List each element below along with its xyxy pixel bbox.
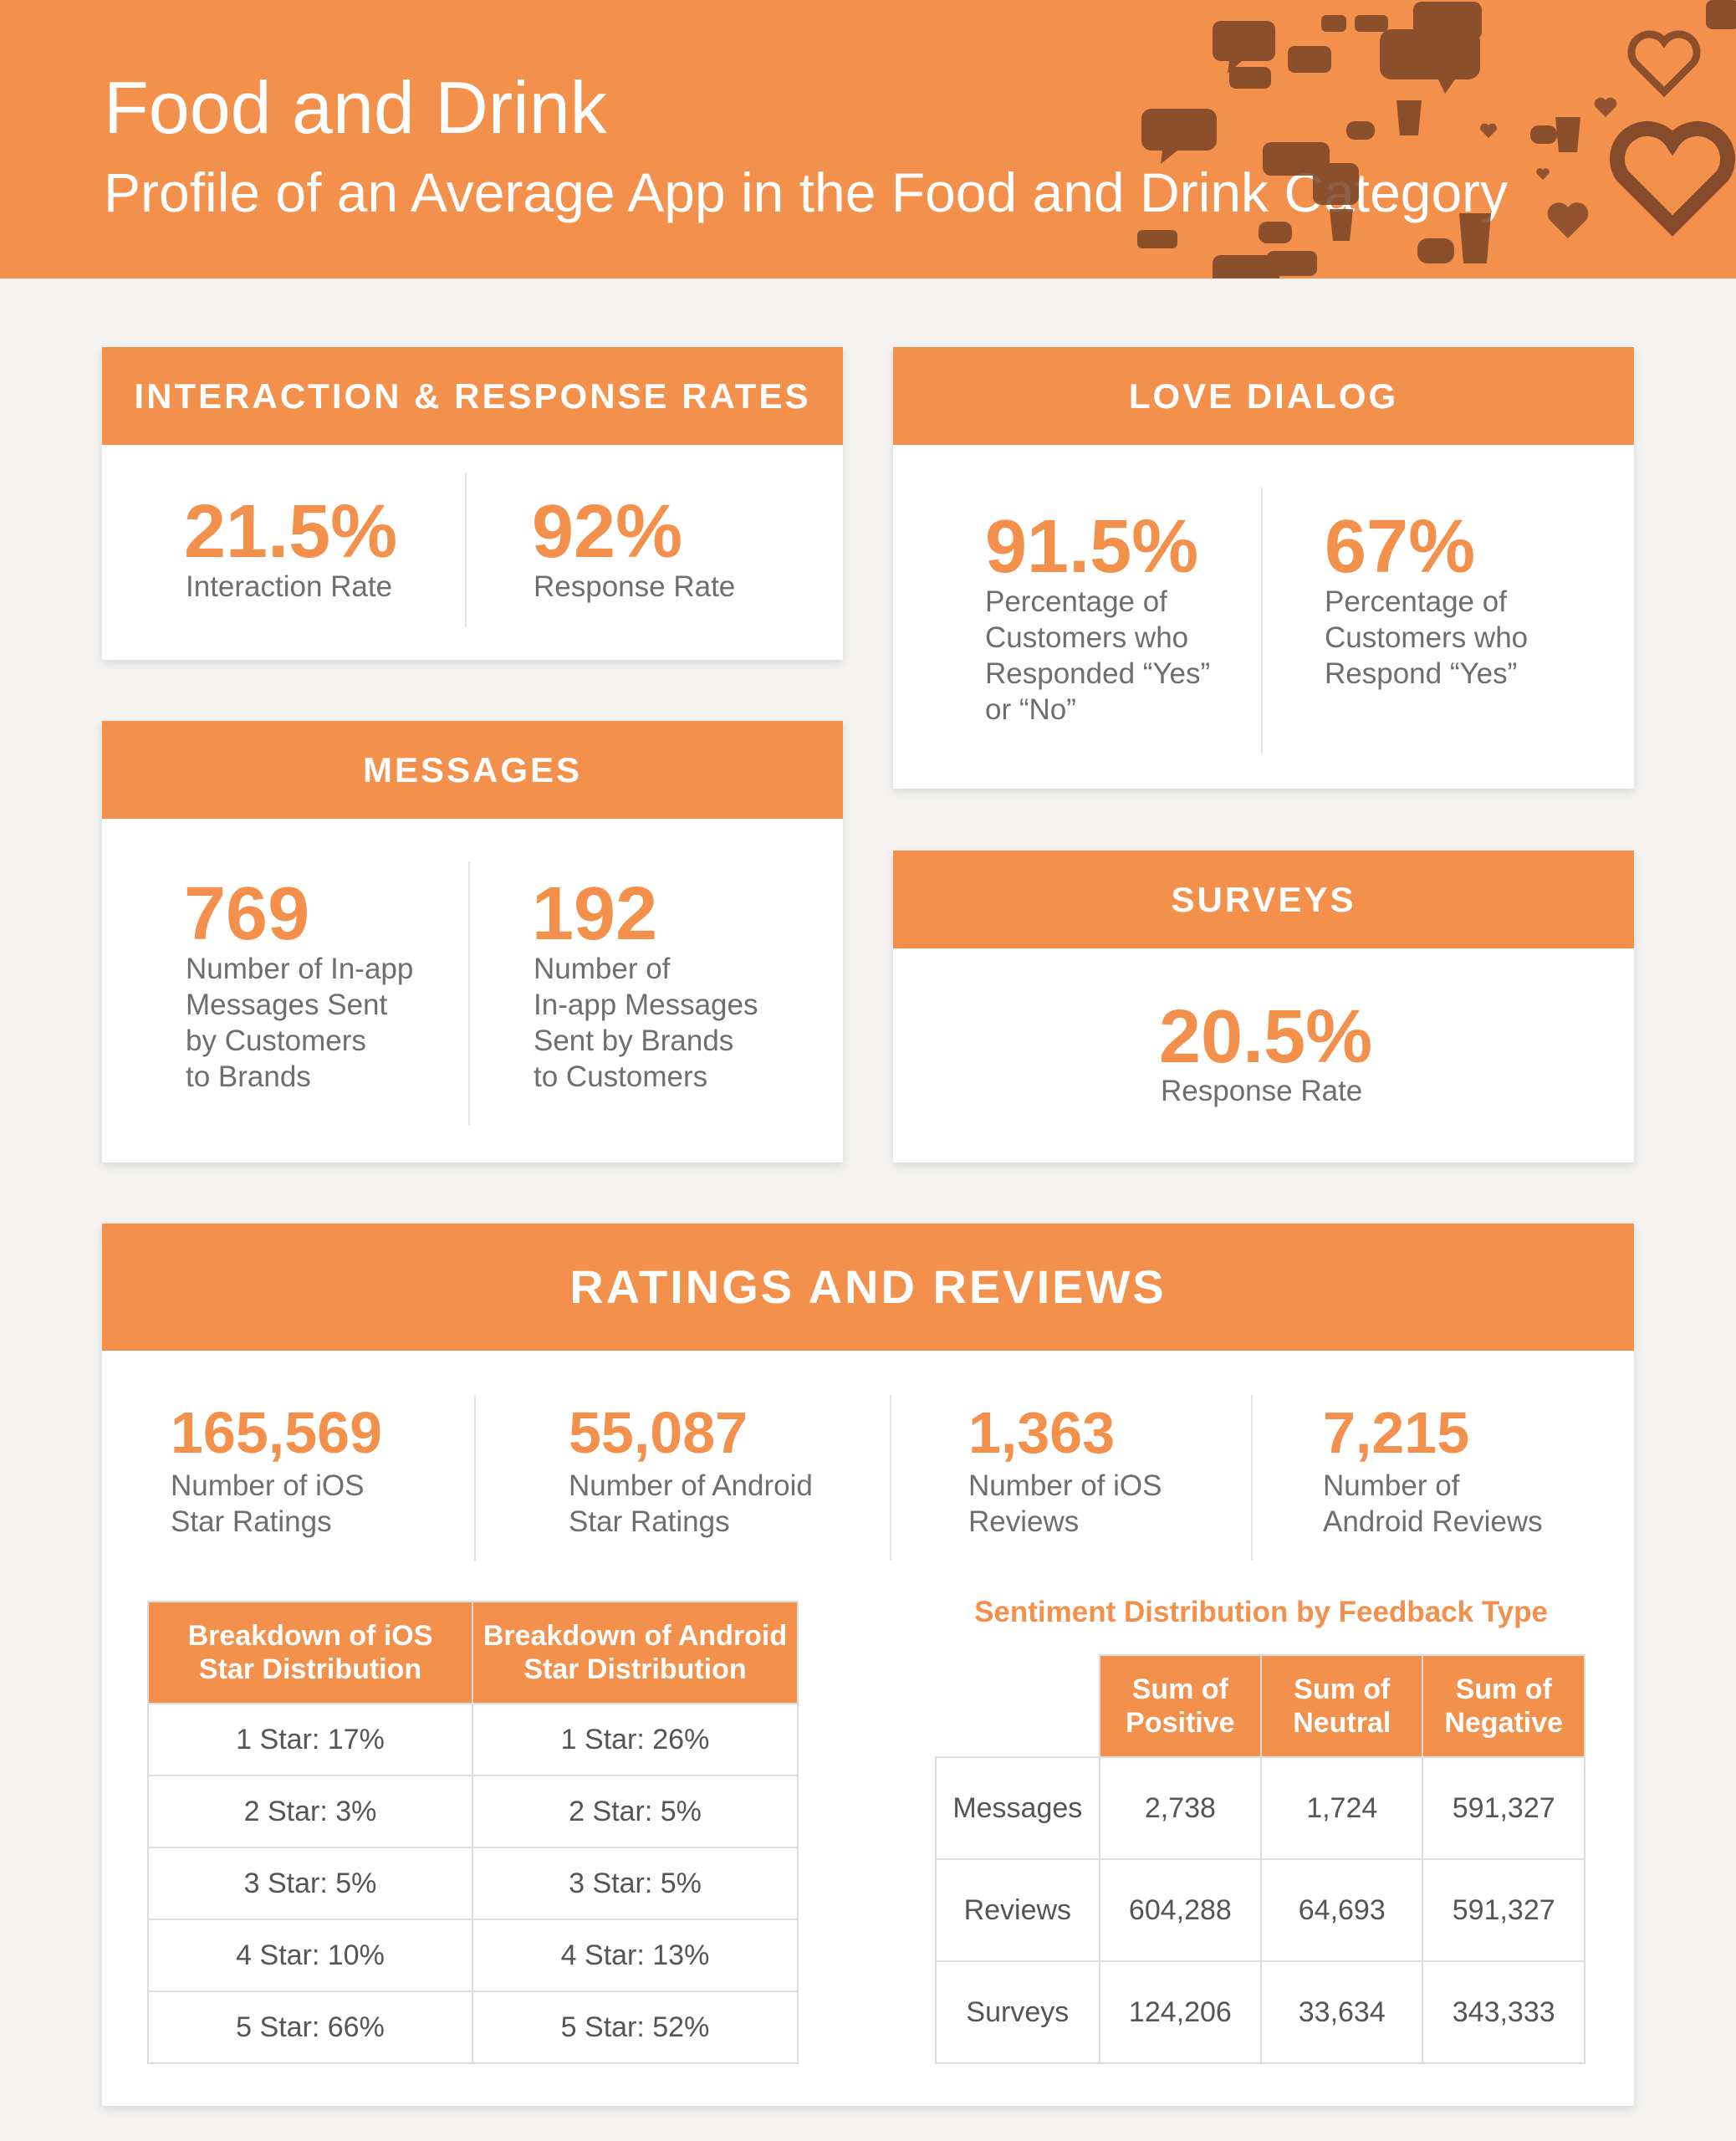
table-row: 4 Star: 10% 4 Star: 13% [147, 1919, 799, 1992]
sentiment-cell: 124,206 [1098, 1960, 1263, 2064]
android-reviews-value: 7,215 [1323, 1400, 1470, 1465]
sentiment-cell: 33,634 [1260, 1960, 1424, 2064]
table-row: Surveys 124,206 33,634 343,333 [935, 1960, 1585, 2064]
messages-card: MESSAGES 769 Number of In-app Messages S… [102, 721, 843, 1162]
ios-star-cell: 2 Star: 3% [147, 1775, 473, 1848]
sentiment-cell: 604,288 [1098, 1858, 1263, 1962]
messages-heading: MESSAGES [102, 721, 843, 819]
ios-star-cell: 3 Star: 5% [147, 1847, 473, 1920]
divider [890, 1395, 891, 1561]
sentiment-cell: 2,738 [1098, 1756, 1263, 1860]
ios-breakdown-header: Breakdown of iOS Star Distribution [147, 1601, 473, 1704]
android-ratings-label: Number of Android Star Ratings [569, 1469, 813, 1538]
ios-star-cell: 1 Star: 17% [147, 1703, 473, 1776]
sentiment-cell: 591,327 [1422, 1858, 1585, 1962]
sentiment-row-label: Messages [935, 1756, 1100, 1860]
ios-ratings-label: Number of iOS Star Ratings [171, 1469, 365, 1538]
android-reviews-label: Number of Android Reviews [1323, 1469, 1543, 1538]
table-row: 1 Star: 17% 1 Star: 26% [147, 1703, 799, 1776]
divider [468, 861, 470, 1125]
table-row: 2 Star: 3% 2 Star: 5% [147, 1775, 799, 1848]
sentiment-cell: 64,693 [1260, 1858, 1424, 1962]
love-responded-value: 91.5% [985, 505, 1199, 589]
ios-ratings-value: 165,569 [171, 1400, 383, 1465]
android-star-cell: 1 Star: 26% [472, 1703, 799, 1776]
header-banner: Food and Drink Profile of an Average App… [0, 0, 1736, 278]
response-rate-value: 92% [532, 490, 683, 574]
ios-reviews-value: 1,363 [968, 1400, 1116, 1465]
sentiment-row-label: Surveys [935, 1960, 1100, 2064]
sentiment-row-label: Reviews [935, 1858, 1100, 1962]
table-row: 3 Star: 5% 3 Star: 5% [147, 1847, 799, 1920]
messages-brand-value: 192 [532, 872, 658, 956]
ios-reviews-label: Number of iOS Reviews [968, 1469, 1162, 1538]
divider [465, 473, 467, 627]
chat-bubbles-decoration-icon [1137, 0, 1736, 278]
sentiment-table: Sum of Positive Sum of Neutral Sum of Ne… [935, 1654, 1585, 2064]
surveys-heading: SURVEYS [893, 851, 1634, 948]
surveys-response-value: 20.5% [1159, 995, 1373, 1079]
surveys-response-label: Response Rate [1161, 1075, 1363, 1107]
sentiment-cell: 1,724 [1260, 1756, 1424, 1860]
table-row: 5 Star: 66% 5 Star: 52% [147, 1990, 799, 2064]
sentiment-cell: 591,327 [1422, 1756, 1585, 1860]
love-dialog-card: LOVE DIALOG 91.5% Percentage of Customer… [893, 347, 1634, 789]
ratings-heading: RATINGS AND REVIEWS [102, 1224, 1634, 1351]
android-ratings-value: 55,087 [569, 1400, 748, 1465]
table-row: Messages 2,738 1,724 591,327 [935, 1756, 1585, 1860]
sentiment-positive-header: Sum of Positive [1098, 1654, 1263, 1758]
sentiment-corner-cell [936, 1655, 1100, 1758]
divider [1251, 1395, 1253, 1561]
messages-customer-label: Number of In-app Messages Sent by Custom… [186, 953, 414, 1093]
messages-customer-value: 769 [184, 872, 310, 956]
interaction-rate-value: 21.5% [184, 490, 398, 574]
sentiment-negative-header: Sum of Negative [1422, 1654, 1585, 1758]
response-rate-label: Response Rate [534, 570, 736, 603]
messages-brand-label: Number of In-app Messages Sent by Brands… [534, 953, 758, 1093]
interaction-rate-label: Interaction Rate [186, 570, 393, 603]
ios-star-cell: 5 Star: 66% [147, 1990, 473, 2064]
divider [1261, 488, 1263, 754]
love-dialog-heading: LOVE DIALOG [893, 347, 1634, 445]
android-star-cell: 3 Star: 5% [472, 1847, 799, 1920]
android-star-cell: 2 Star: 5% [472, 1775, 799, 1848]
love-responded-label: Percentage of Customers who Responded “Y… [985, 585, 1211, 726]
interaction-card-heading: INTERACTION & RESPONSE RATES [102, 347, 843, 445]
divider [474, 1395, 476, 1561]
page-title: Food and Drink [104, 66, 607, 149]
sentiment-neutral-header: Sum of Neutral [1260, 1654, 1424, 1758]
ios-star-cell: 4 Star: 10% [147, 1919, 473, 1992]
sentiment-cell: 343,333 [1422, 1960, 1585, 2064]
surveys-card: SURVEYS 20.5% Response Rate [893, 851, 1634, 1162]
love-yes-value: 67% [1325, 505, 1476, 589]
sentiment-title: Sentiment Distribution by Feedback Type [974, 1596, 1548, 1628]
android-star-cell: 5 Star: 52% [472, 1990, 799, 2064]
android-star-cell: 4 Star: 13% [472, 1919, 799, 1992]
interaction-card: INTERACTION & RESPONSE RATES 21.5% Inter… [102, 347, 843, 660]
love-yes-label: Percentage of Customers who Respond “Yes… [1325, 585, 1529, 690]
star-distribution-table: Breakdown of iOS Star Distribution Break… [147, 1601, 799, 2064]
android-breakdown-header: Breakdown of Android Star Distribution [472, 1601, 799, 1704]
table-row: Reviews 604,288 64,693 591,327 [935, 1858, 1585, 1962]
